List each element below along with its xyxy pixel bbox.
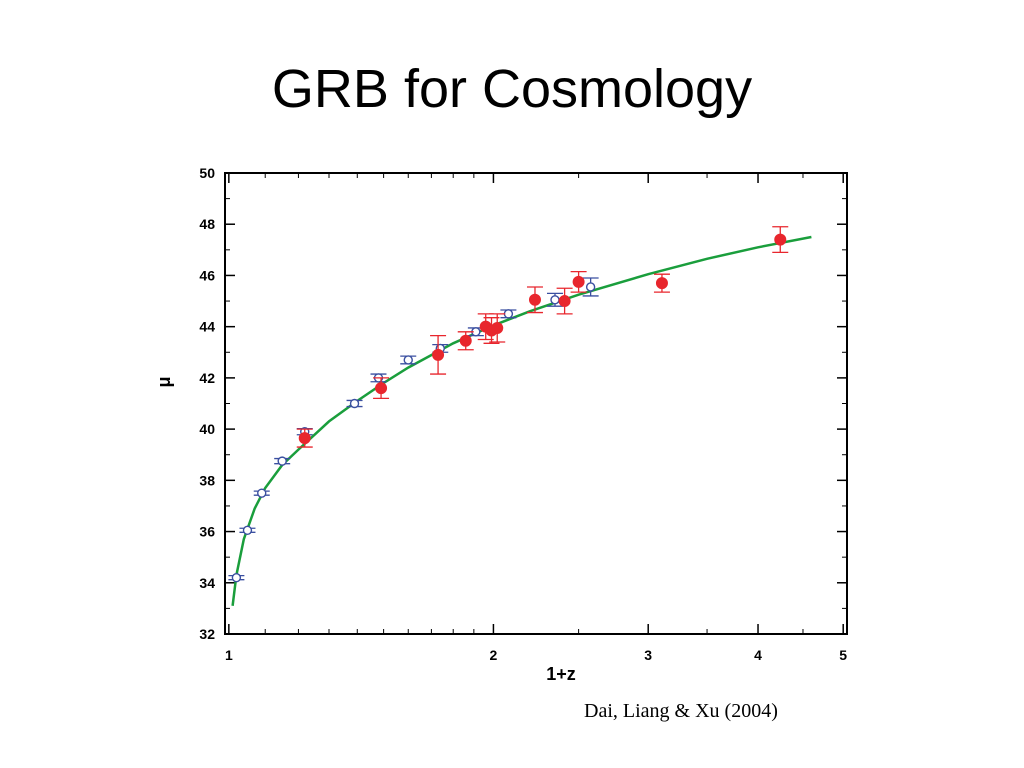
sn-data-point [582, 277, 599, 297]
y-tick-label: 32 [199, 626, 215, 642]
point-marker [298, 432, 311, 445]
point-marker [655, 277, 668, 290]
y-tick-label: 40 [199, 421, 215, 437]
point-marker [774, 233, 787, 246]
grb-data-point [430, 334, 447, 375]
point-marker [528, 293, 541, 306]
y-tick-label: 36 [199, 524, 215, 540]
slide-title: GRB for Cosmology [271, 59, 753, 119]
point-marker [257, 488, 267, 498]
point-marker [375, 382, 388, 395]
fit-curve-line [231, 235, 812, 606]
point-marker [558, 295, 571, 308]
x-tick-label: 1 [225, 647, 233, 663]
y-tick-label: 46 [199, 267, 215, 283]
point-marker [585, 282, 596, 292]
sn-data-point [500, 309, 517, 319]
grb-data-point [772, 226, 789, 254]
y-axis-label: μ [154, 376, 174, 387]
axis-ticks [225, 172, 847, 635]
plot-frame [224, 172, 848, 635]
x-tick-label: 4 [754, 647, 762, 663]
sn-data-point [346, 398, 363, 409]
y-tick-label: 48 [199, 216, 215, 232]
y-tick-label: 34 [199, 575, 215, 591]
y-tick-label: 42 [199, 370, 215, 386]
sn-data-point [239, 525, 256, 535]
data-points-layer [228, 226, 789, 583]
grb-data-point [526, 286, 543, 314]
grb-data-point [556, 287, 573, 315]
grb-data-point [457, 331, 474, 351]
x-tick-label: 2 [490, 647, 498, 663]
y-tick-label: 50 [199, 165, 215, 181]
point-marker [349, 398, 360, 409]
grb-data-point [489, 313, 506, 343]
x-tick-label: 3 [644, 647, 652, 663]
point-marker [231, 572, 242, 583]
point-marker [572, 275, 585, 288]
citation: Dai, Liang & Xu (2004) [584, 700, 778, 722]
sn-data-point [400, 355, 417, 365]
y-tick-label: 38 [199, 472, 215, 488]
grb-data-point [296, 428, 313, 448]
sn-data-point [253, 488, 270, 498]
grb-data-point [570, 270, 587, 293]
sn-data-point [274, 456, 291, 466]
point-marker [550, 295, 560, 305]
point-marker [459, 334, 472, 347]
x-axis-label: 1+z [546, 664, 576, 684]
point-marker [503, 309, 514, 319]
point-marker [277, 456, 287, 466]
point-marker [432, 348, 445, 361]
sn-data-point [546, 292, 563, 307]
point-marker [403, 355, 413, 365]
grb-data-point [373, 377, 390, 400]
fit-curve-layer [231, 235, 812, 606]
grb-data-point [653, 273, 670, 293]
point-marker [491, 321, 504, 334]
x-tick-label: 5 [839, 647, 847, 663]
y-tick-label: 44 [199, 319, 215, 335]
sn-data-point [228, 572, 245, 583]
point-marker [242, 525, 253, 535]
